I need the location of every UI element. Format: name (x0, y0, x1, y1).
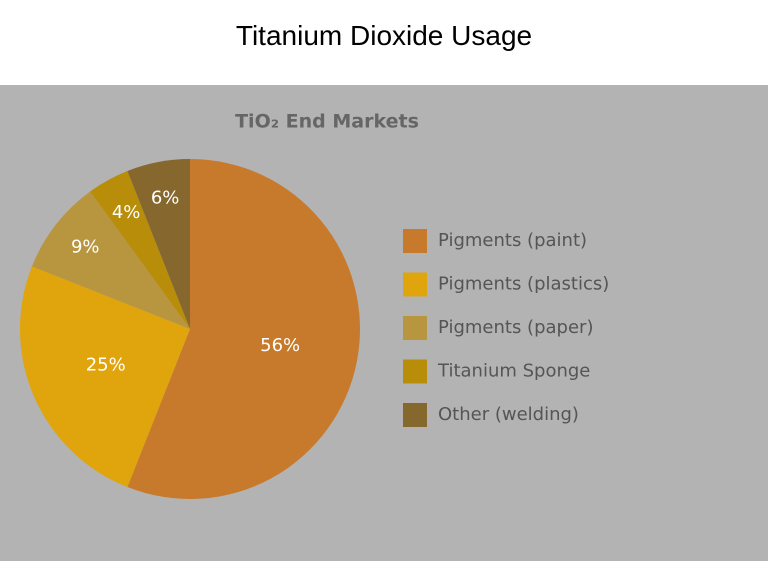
slide-title: Titanium Dioxide Usage (235, 20, 533, 51)
slice-label: 4% (112, 202, 141, 223)
legend-label: Titanium Sponge (437, 361, 590, 382)
pie-slice (31, 191, 190, 329)
chart-title: TiO₂ End Markets (235, 111, 419, 133)
pie-slice (127, 159, 360, 499)
legend-label: Pigments (plastics) (438, 274, 609, 295)
slide-header: Titanium Dioxide Usage (0, 0, 768, 85)
legend-swatch (403, 359, 427, 384)
legend-swatch (403, 229, 427, 253)
legend-label: Pigments (paper) (438, 317, 593, 338)
legend-label: Pigments (paint) (438, 230, 587, 251)
slice-label: 25% (86, 354, 126, 375)
legend-swatch (403, 272, 427, 297)
slice-label: 56% (260, 335, 300, 356)
legend-swatch (403, 316, 427, 340)
pie-slice (127, 159, 190, 329)
pie-slice (19, 266, 191, 488)
legend-swatch (403, 403, 427, 427)
pie-slice (90, 170, 190, 329)
legend-label: Other (welding) (438, 404, 579, 425)
chart: TiO₂ End Markets 56% Pigments (paint) 25% P… (0, 85, 768, 561)
slice-label: 6% (151, 188, 180, 209)
slice-label: 9% (71, 237, 100, 258)
